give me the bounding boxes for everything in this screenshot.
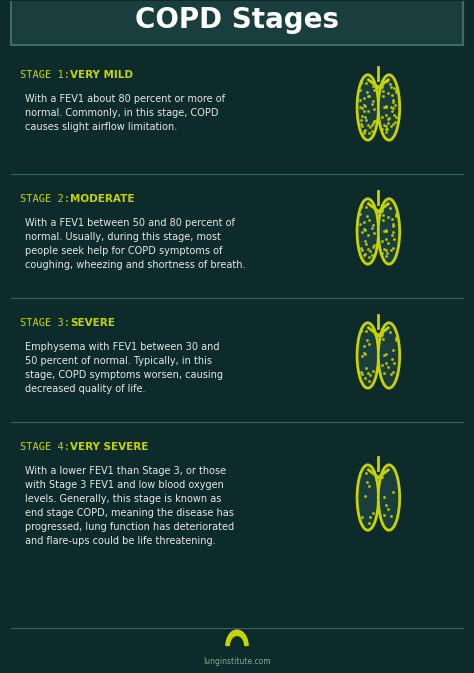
Text: Emphysema with FEV1 between 30 and
50 percent of normal. Typically, in this
stag: Emphysema with FEV1 between 30 and 50 pe… — [25, 342, 223, 394]
Ellipse shape — [378, 323, 400, 388]
Ellipse shape — [357, 323, 378, 388]
Text: MODERATE: MODERATE — [70, 194, 135, 205]
Polygon shape — [225, 629, 249, 646]
Text: STAGE 3:: STAGE 3: — [20, 318, 70, 328]
Text: With a FEV1 about 80 percent or more of
normal. Commonly, in this stage, COPD
ca: With a FEV1 about 80 percent or more of … — [25, 94, 225, 132]
Text: With a lower FEV1 than Stage 3, or those
with Stage 3 FEV1 and low blood oxygen
: With a lower FEV1 than Stage 3, or those… — [25, 466, 234, 546]
Ellipse shape — [357, 75, 378, 140]
Text: STAGE 2:: STAGE 2: — [20, 194, 70, 205]
Text: STAGE 1:: STAGE 1: — [20, 71, 70, 80]
Ellipse shape — [357, 465, 378, 530]
Text: VERY MILD: VERY MILD — [70, 71, 133, 80]
Text: COPD Stages: COPD Stages — [135, 6, 339, 34]
Text: STAGE 4:: STAGE 4: — [20, 442, 70, 452]
Ellipse shape — [378, 75, 400, 140]
Ellipse shape — [378, 199, 400, 264]
Ellipse shape — [357, 199, 378, 264]
Text: With a FEV1 between 50 and 80 percent of
normal. Usually, during this stage, mos: With a FEV1 between 50 and 80 percent of… — [25, 218, 246, 270]
Text: SEVERE: SEVERE — [70, 318, 115, 328]
Text: VERY SEVERE: VERY SEVERE — [70, 442, 148, 452]
FancyBboxPatch shape — [11, 0, 463, 45]
Ellipse shape — [378, 465, 400, 530]
Text: lunginstitute.com: lunginstitute.com — [203, 657, 271, 666]
